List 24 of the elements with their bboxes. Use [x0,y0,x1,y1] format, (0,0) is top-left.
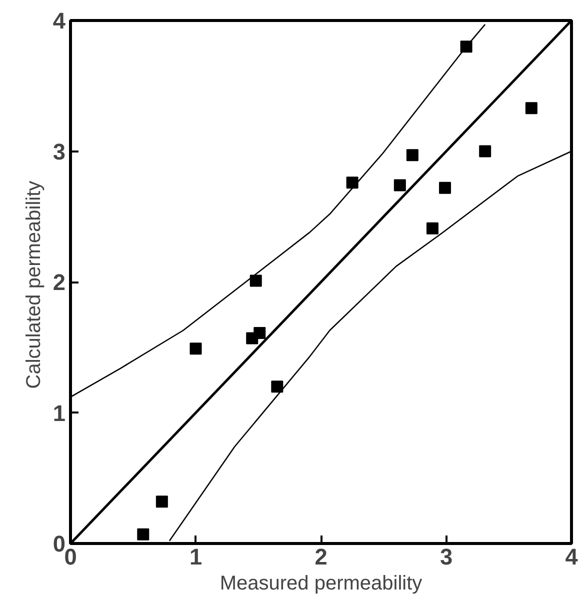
point [254,326,266,339]
point [190,342,202,355]
point [250,274,262,287]
x-tick-label: 1 [189,544,202,570]
y-tick-label: 3 [52,138,66,164]
point [525,102,538,114]
line-series [70,24,486,398]
point [137,528,150,540]
point [426,222,438,234]
point [479,145,492,158]
point [438,182,451,194]
point [346,176,358,189]
point [156,496,168,508]
x-tick-label: 2 [314,544,328,570]
x-tick-label: 3 [440,544,453,570]
y-tick-label: 4 [52,8,66,34]
point [406,149,418,162]
point [271,380,284,393]
point [394,179,406,192]
x-axis-title: Measured permeability [220,572,422,594]
y-tick-label: 1 [52,400,66,426]
x-tick-label: 4 [565,544,578,570]
y-tick-label: 2 [52,269,66,295]
y-axis-title: Calculated permeability [22,180,45,389]
